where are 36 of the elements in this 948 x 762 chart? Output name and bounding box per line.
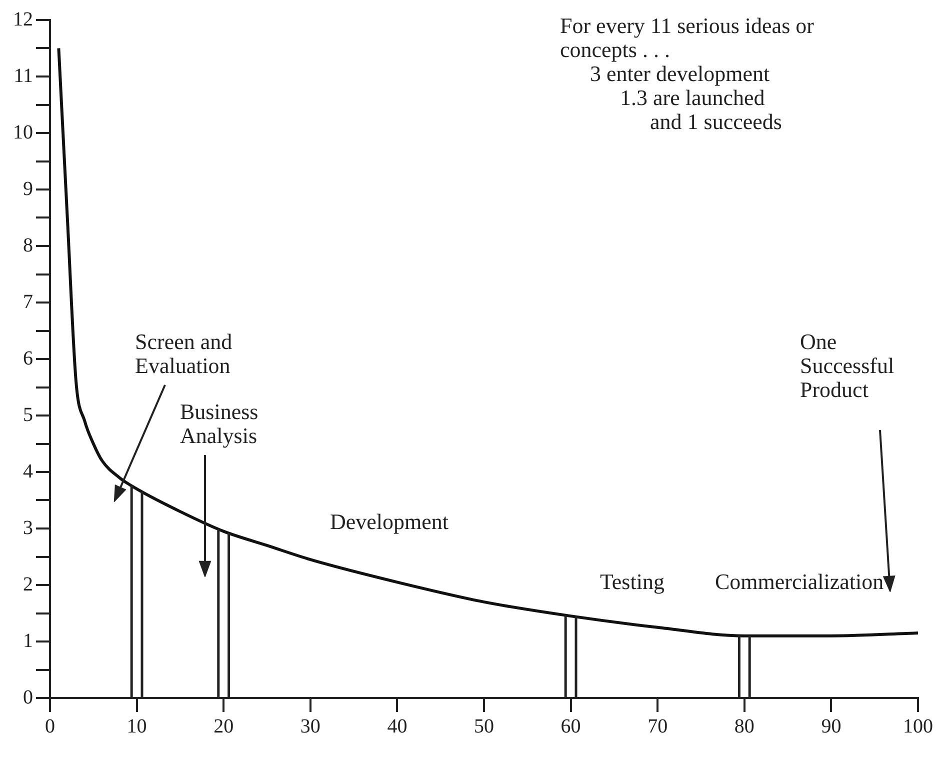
x-tick-label: 50 — [474, 715, 494, 738]
y-tick-label: 5 — [23, 404, 33, 426]
x-tick-label: 40 — [387, 715, 408, 738]
y-tick-label: 6 — [23, 347, 33, 370]
x-tick-label: 10 — [126, 715, 147, 738]
annotation: Screen and Evaluation — [135, 329, 234, 378]
annotation: Commercialization — [715, 569, 885, 594]
annotation: Development — [330, 509, 450, 534]
annotation: Business Analysis — [180, 399, 260, 448]
y-tick-label: 3 — [23, 516, 33, 539]
annotation: 3 enter development — [590, 61, 771, 86]
x-tick-label: 80 — [734, 715, 754, 738]
x-tick-label: 20 — [214, 715, 234, 738]
x-tick-label: 60 — [560, 715, 581, 738]
y-tick-label: 8 — [23, 234, 33, 256]
y-tick-label: 7 — [23, 290, 33, 313]
y-tick-label: 2 — [23, 573, 33, 596]
x-tick-label: 70 — [648, 715, 668, 738]
y-tick-label: 12 — [13, 8, 33, 30]
y-tick-label: 9 — [23, 178, 33, 200]
annotation: concepts . . . — [560, 37, 671, 62]
x-tick-label: 100 — [903, 715, 933, 738]
y-tick-label: 1 — [23, 630, 33, 652]
x-tick-label: 0 — [45, 715, 55, 738]
x-tick-label: 30 — [300, 715, 320, 738]
annotation: One Successful Product — [800, 329, 896, 402]
line-series — [57, 46, 918, 638]
y-tick-label: 10 — [13, 121, 33, 144]
y-tick-label: 11 — [14, 64, 33, 87]
annotation: and 1 succeeds — [649, 109, 783, 134]
annotation: For every 11 serious ideas or — [560, 13, 814, 38]
y-tick-label: 0 — [23, 686, 33, 708]
annotation: 1.3 are launched — [619, 85, 765, 110]
x-tick-label: 90 — [821, 715, 842, 738]
annotation: Testing — [600, 569, 664, 594]
y-tick-label: 4 — [23, 460, 33, 482]
